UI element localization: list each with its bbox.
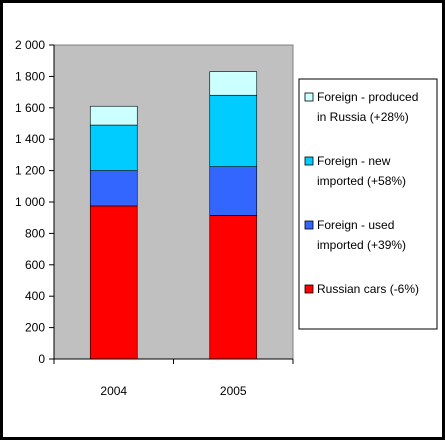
legend-swatch	[304, 220, 314, 230]
legend-swatch	[304, 284, 314, 294]
y-tick-label: 200	[25, 321, 45, 335]
y-axis-ticks: 0 200 400 600 800 1 000 1 200 1 400 1 600 1 800 2 …	[15, 38, 54, 366]
bar-segment-2005-series-3	[209, 71, 258, 96]
legend-swatch	[304, 156, 314, 166]
x-tick-label: 2004	[100, 384, 127, 398]
y-tick-label: 1 600	[15, 101, 45, 115]
y-tick-label: 1 000	[15, 195, 45, 209]
legend-swatch	[304, 92, 314, 102]
y-tick-label: 2 000	[15, 38, 45, 52]
y-tick-label: 1 400	[15, 132, 45, 146]
legend-label: Foreign - produced in Russia (+28%)	[317, 90, 418, 124]
y-tick-label: 600	[25, 258, 45, 272]
bar-segment-2004-series-0	[89, 205, 138, 360]
bar-segment-2004-series-1	[89, 170, 138, 207]
bar-segment-2005-series-2	[209, 94, 258, 167]
y-tick-label: 1 200	[15, 164, 45, 178]
bar-segment-2005-series-1	[209, 166, 258, 216]
bar-segment-2005-series-0	[209, 215, 258, 360]
stacked-bar-chart: 0 200 400 600 800 1 000 1 200 1 400 1 600 1 800 2 …	[15, 38, 438, 398]
bar-segment-2004-series-2	[89, 124, 138, 171]
legend-label: Foreign - new imported (+58%)	[317, 154, 406, 188]
bar-segment-2004-series-3	[89, 105, 138, 126]
y-tick-label: 0	[38, 352, 45, 366]
legend: Foreign - produced in Russia (+28%) Foreig…	[298, 78, 438, 330]
bars-layer	[89, 71, 258, 360]
y-tick-label: 800	[25, 226, 45, 240]
plot-area	[53, 44, 294, 360]
x-tick-label: 2005	[220, 384, 247, 398]
legend-box	[298, 78, 438, 330]
chart-frame: 0 200 400 600 800 1 000 1 200 1 400 1 600 1 800 2 …	[3, 3, 442, 437]
legend-label: Russian cars (-6%)	[317, 282, 419, 296]
y-tick-label: 400	[25, 289, 45, 303]
y-tick-label: 1 800	[15, 69, 45, 83]
x-axis-ticks: 2004 2005	[53, 359, 294, 398]
legend-label: Foreign - used imported (+39%)	[317, 218, 406, 252]
